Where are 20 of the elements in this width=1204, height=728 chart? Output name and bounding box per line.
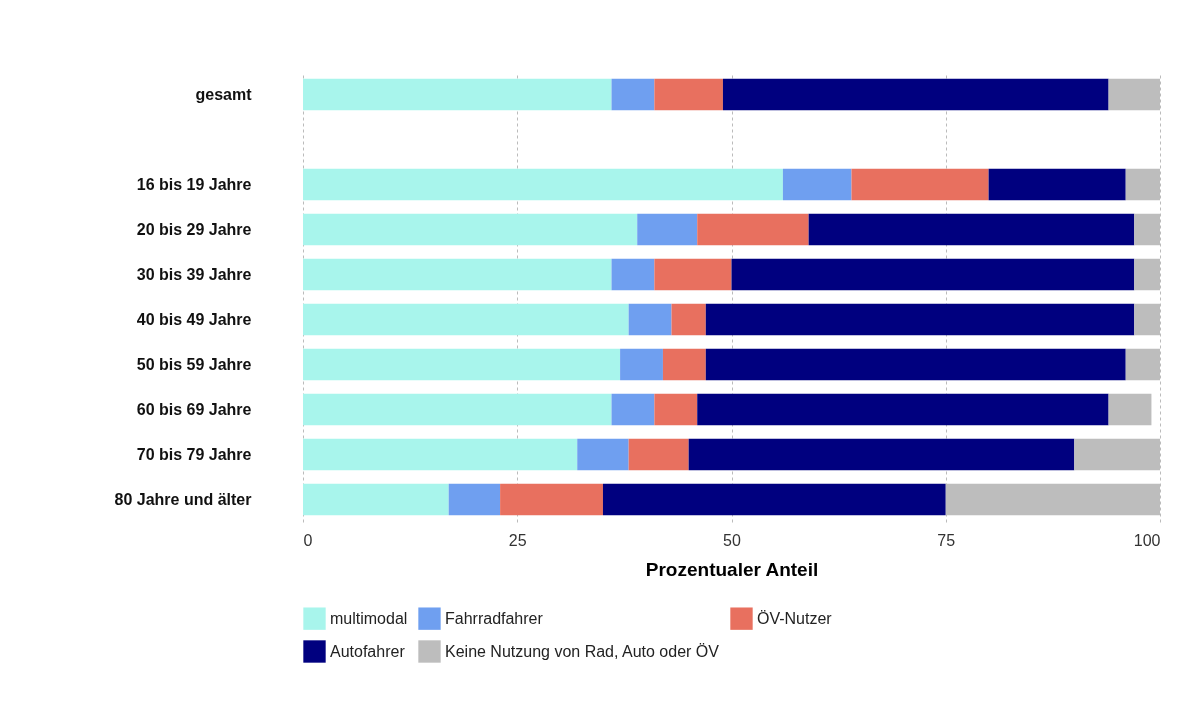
x-tick-label: 75 bbox=[937, 531, 956, 549]
x-tick-label: 0 bbox=[303, 531, 313, 549]
y-tick-label: 16 bis 19 Jahre bbox=[136, 175, 252, 193]
legend-label: Keine Nutzung von Rad, Auto oder ÖV bbox=[445, 642, 720, 660]
y-tick-label: gesamt bbox=[195, 85, 253, 103]
y-tick-label: 80 Jahre und älter bbox=[114, 490, 252, 508]
y-tick-label: 30 bis 39 Jahre bbox=[136, 265, 252, 283]
x-tick-label: 25 bbox=[508, 531, 527, 549]
legend-label: ÖV-Nutzer bbox=[757, 609, 833, 627]
y-tick-label: 70 bis 79 Jahre bbox=[136, 445, 252, 463]
y-tick-label: 40 bis 49 Jahre bbox=[136, 310, 252, 328]
x-tick-label: 50 bbox=[723, 531, 741, 549]
y-tick-label: 50 bis 59 Jahre bbox=[136, 355, 252, 373]
legend-label: multimodal bbox=[330, 609, 408, 627]
x-tick-label: 100 bbox=[1133, 531, 1161, 549]
y-tick-label: 60 bis 69 Jahre bbox=[136, 400, 252, 418]
legend-label: Autofahrer bbox=[330, 642, 406, 660]
legend-label: Fahrradfahrer bbox=[445, 609, 544, 627]
y-tick-label: 20 bis 29 Jahre bbox=[136, 220, 252, 238]
x-axis-title: Prozentualer Anteil bbox=[645, 558, 819, 580]
